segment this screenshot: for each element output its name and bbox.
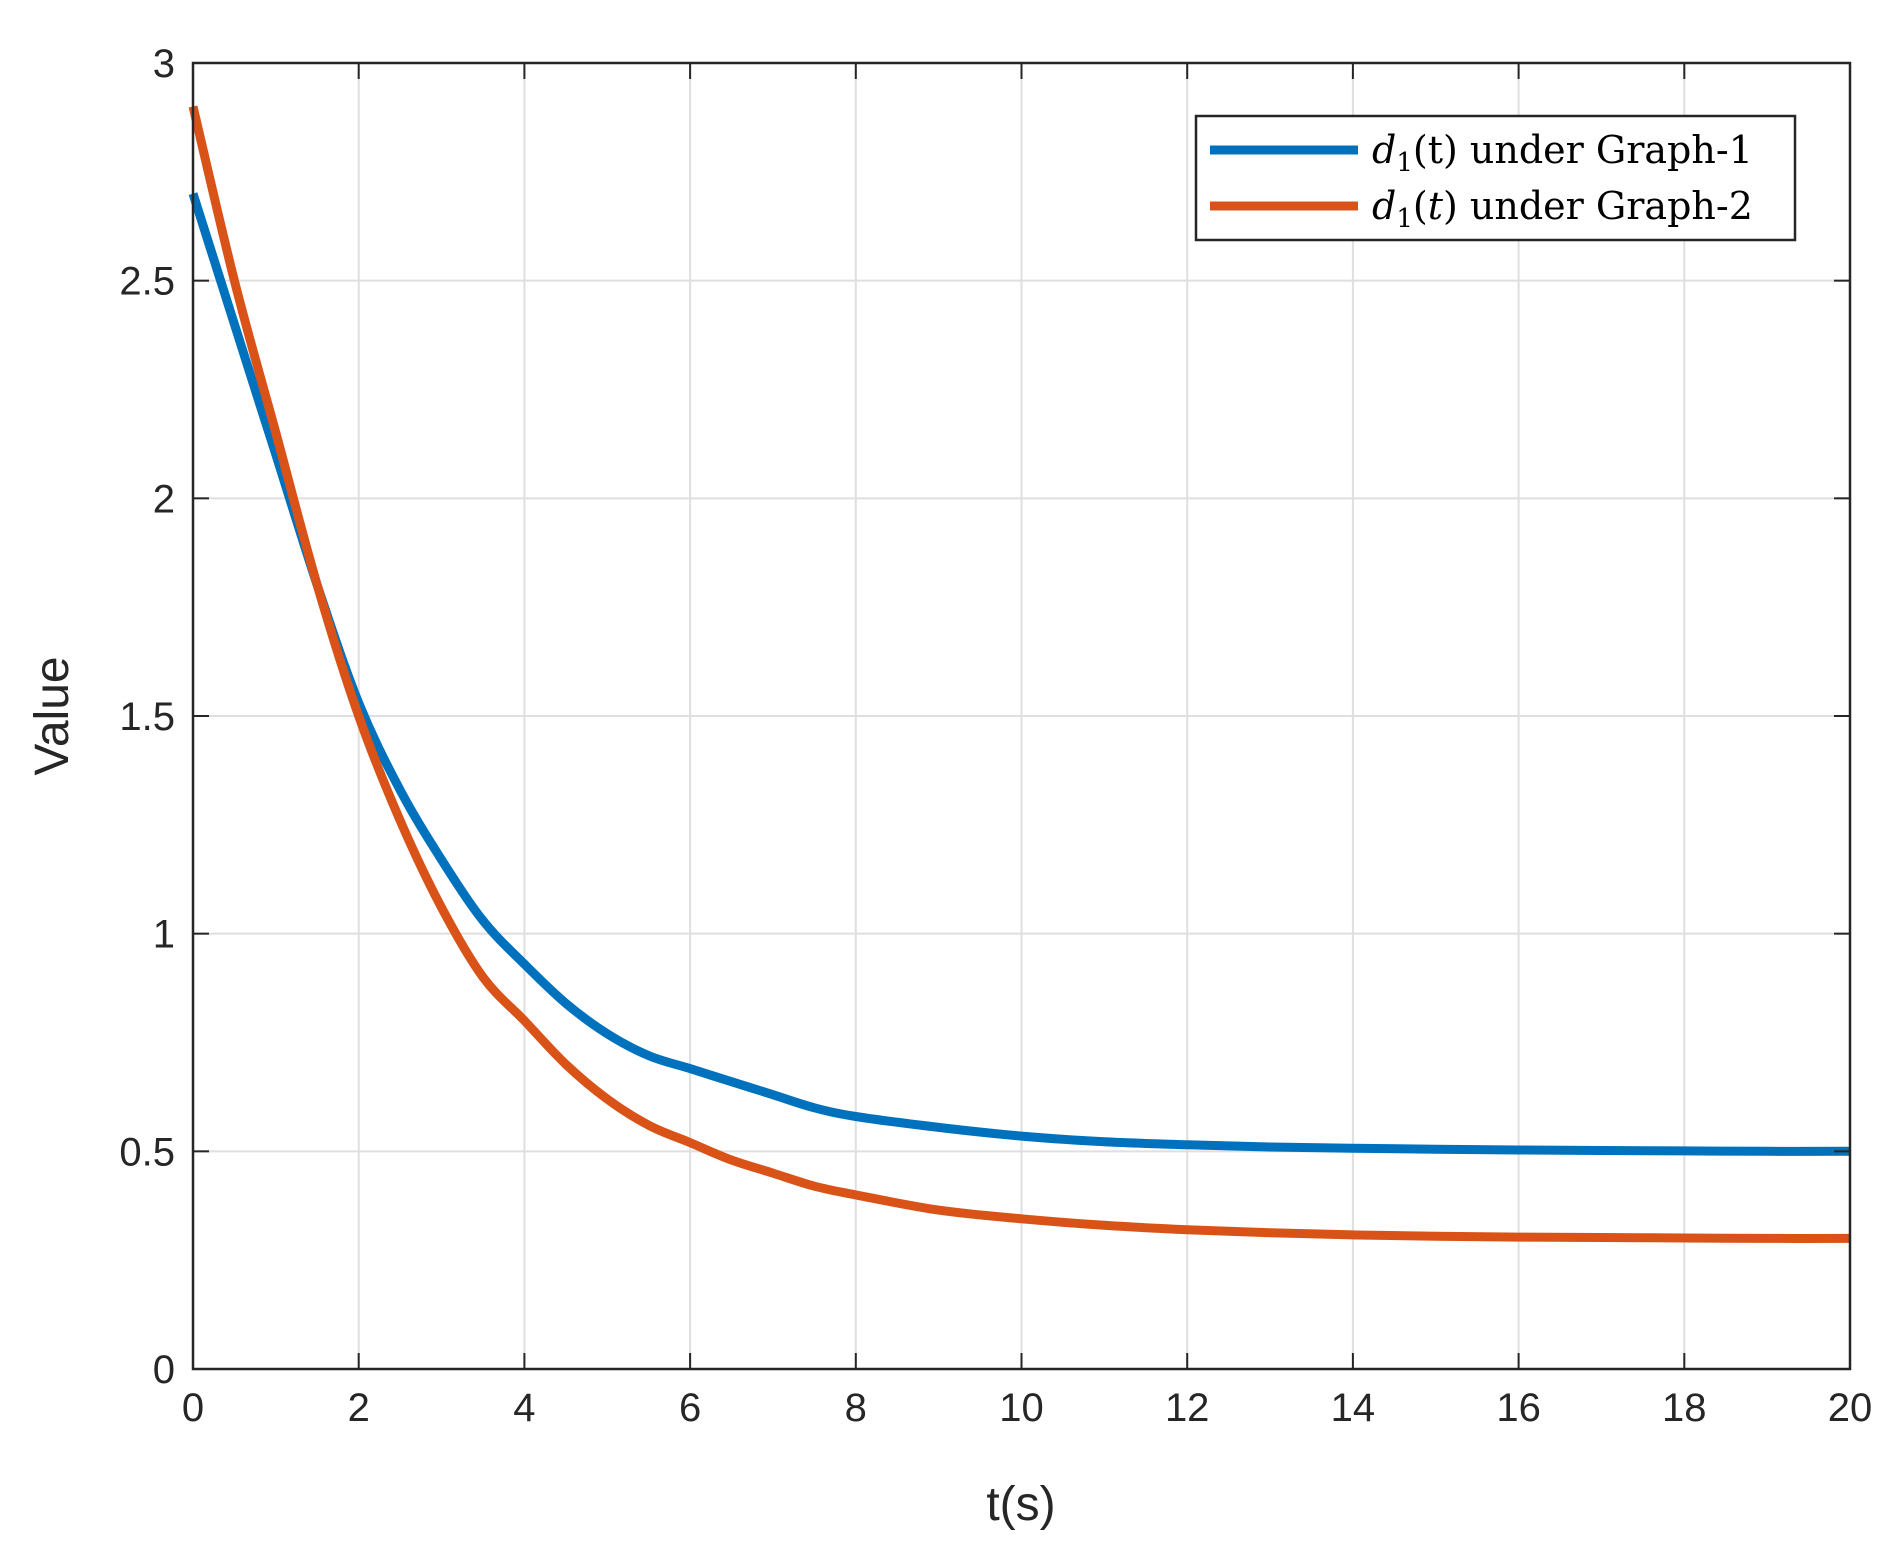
x-tick-label: 0 [182,1386,204,1430]
series-line-2 [188,105,1851,1243]
y-tick-label: 0.5 [119,1130,175,1174]
legend-label-2: d1(t) under Graph-2 [1372,184,1753,234]
x-tick-label: 2 [348,1386,370,1430]
y-tick-label: 3 [153,42,175,86]
y-tick-label: 2 [153,477,175,521]
x-tick-label: 6 [679,1386,701,1430]
x-tick-label: 16 [1496,1386,1541,1430]
x-tick-label: 4 [513,1386,535,1430]
x-tick-label: 18 [1662,1386,1707,1430]
ticks: 0 2 4 6 8 10 12 14 16 18 20 0 0.5 1 1.5 2 2.5 3 [119,42,1872,1430]
series-lines [188,105,1851,1243]
y-tick-label: 1 [153,913,175,957]
x-tick-label: 14 [1331,1386,1376,1430]
legend: d1(t) under Graph-1 d1(t) under Graph-2 [1194,114,1797,242]
y-tick-label: 1.5 [119,695,175,739]
x-tick-label: 20 [1828,1386,1873,1430]
y-tick-label: 2.5 [119,260,175,304]
legend-box [1194,114,1797,242]
legend-label-1: d1(t) under Graph-1 [1372,128,1753,178]
x-tick-label: 12 [1165,1386,1210,1430]
x-tick-label: 8 [845,1386,867,1430]
x-axis-label: t(s) [986,1478,1055,1531]
y-tick-label: 0 [153,1348,175,1392]
y-axis-label: Value [26,656,79,775]
x-tick-label: 10 [999,1386,1044,1430]
